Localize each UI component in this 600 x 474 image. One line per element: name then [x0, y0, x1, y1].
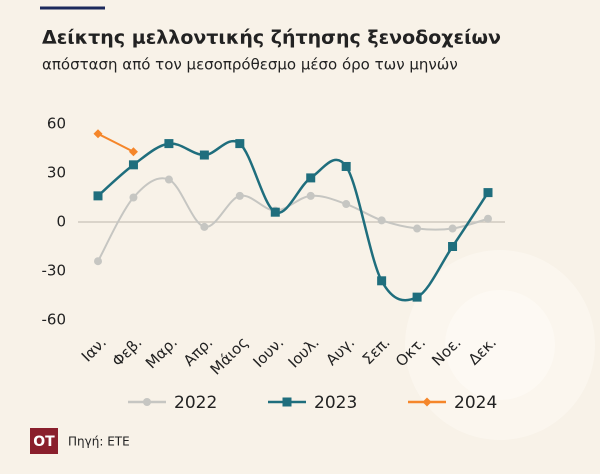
x-tick-label: Ιουλ. — [285, 333, 323, 371]
decor-circle — [445, 290, 555, 400]
legend-label: 2023 — [314, 393, 357, 413]
legend-marker — [282, 397, 292, 407]
point — [235, 139, 245, 149]
series-line — [97, 177, 489, 262]
source: Πηγή: ΕΤΕ — [68, 435, 130, 449]
point — [448, 224, 457, 233]
x-tick-label: Μάιος — [207, 333, 252, 378]
x-tick-label: Φεβ. — [109, 333, 146, 370]
point — [200, 222, 209, 231]
legend-label: 2022 — [174, 393, 217, 413]
y-tick-label: 0 — [56, 213, 66, 231]
chart-subtitle: απόσταση από τον μεσοπρόθεσμο μέσο όρο τ… — [42, 56, 458, 74]
point — [93, 129, 103, 139]
y-tick-label: -30 — [42, 262, 67, 280]
point — [129, 193, 138, 202]
legend-marker — [422, 397, 432, 407]
point — [377, 276, 387, 286]
point — [377, 216, 386, 225]
point — [342, 200, 351, 209]
point — [164, 175, 173, 184]
point — [94, 257, 102, 266]
x-tick-label: Ιαν. — [78, 333, 110, 365]
y-tick-label: -60 — [42, 311, 67, 329]
x-tick-label: Αυγ. — [322, 333, 358, 369]
point — [270, 207, 280, 217]
chart-title: Δείκτης μελλοντικής ζήτησης ξενοδοχείων — [42, 27, 501, 49]
logo-box — [30, 428, 58, 454]
x-tick-label: Σεπ. — [359, 333, 394, 368]
logo: OT — [33, 434, 55, 450]
point — [483, 188, 493, 198]
point — [199, 150, 209, 160]
point — [306, 191, 315, 200]
x-tick-label: Ιουν. — [249, 333, 287, 371]
point — [128, 147, 138, 157]
point — [235, 191, 244, 200]
y-tick-label: 30 — [47, 164, 66, 182]
point — [93, 191, 103, 201]
x-tick-label: Μαρ. — [142, 333, 181, 372]
point — [341, 161, 351, 171]
series-line — [97, 140, 490, 302]
point — [306, 173, 316, 183]
point — [484, 214, 492, 223]
point — [128, 160, 138, 170]
legend-marker — [143, 398, 151, 406]
series-line — [97, 132, 134, 153]
point — [413, 224, 422, 233]
point — [448, 242, 458, 251]
point — [164, 139, 174, 149]
point — [412, 292, 422, 302]
y-tick-label: 60 — [47, 115, 66, 133]
legend-label: 2024 — [454, 393, 497, 413]
